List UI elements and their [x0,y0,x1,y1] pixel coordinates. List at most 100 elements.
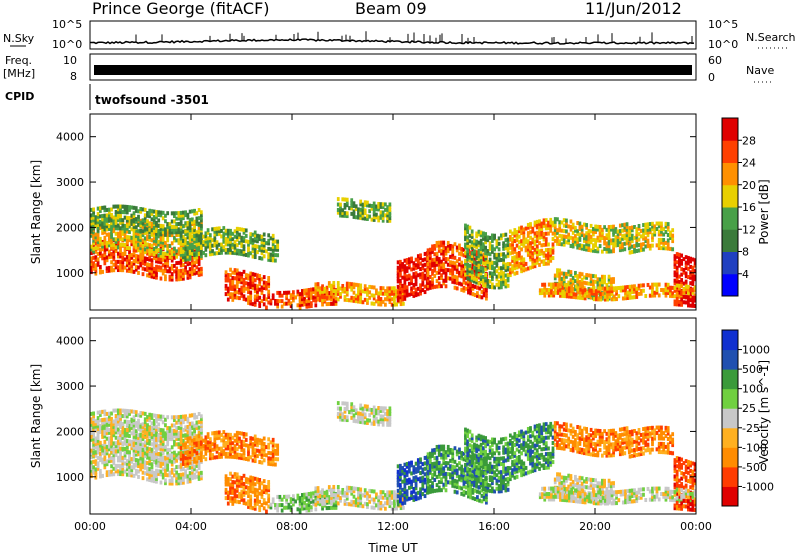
heatmap-cell [161,268,165,273]
heatmap-cell [562,237,566,242]
heatmap-cell [175,269,179,274]
heatmap-cell [691,290,695,295]
heatmap-cell [101,473,104,478]
heatmap-cell [556,268,559,273]
heatmap-cell [395,291,398,296]
heatmap-cell [159,430,163,435]
heatmap-cell [560,228,564,233]
heatmap-cell [191,255,194,260]
heatmap-cell [197,225,201,230]
heatmap-cell [159,229,163,234]
heatmap-cell [357,215,360,220]
heatmap-cell [468,266,472,271]
heatmap-cell [94,475,98,480]
heatmap-cell [191,269,194,274]
heatmap-cell [473,249,476,254]
heatmap-cell [466,238,470,243]
heatmap-cell [238,287,241,292]
heatmap-cell [442,281,446,286]
heatmap-cell [175,473,179,478]
heatmap-cell [437,267,441,272]
heatmap-cell [125,224,129,229]
heatmap-cell [152,217,156,222]
heatmap-cell [166,222,170,227]
heatmap-cell [175,271,179,276]
heatmap-cell [407,257,411,262]
heatmap-cell [159,436,163,441]
heatmap-cell [522,268,526,273]
heatmap-cell [188,226,192,231]
heatmap-cell [416,256,420,261]
heatmap-cell [687,275,690,280]
heatmap-cell [596,277,600,282]
heatmap-cell [141,218,145,223]
heatmap-cell [460,268,464,273]
heatmap-cell [477,256,481,261]
heatmap-cell [403,266,407,271]
heatmap-cell [453,285,457,290]
y-tick-label: 3000 [56,176,84,189]
heatmap-cell [414,271,418,276]
heatmap-cell [179,464,183,469]
heatmap-cell [139,223,143,228]
heatmap-cell [386,207,390,212]
heatmap-cell [90,422,93,427]
heatmap-cell [673,265,677,270]
heatmap-cell [471,248,475,253]
heatmap-cell [148,243,152,248]
heatmap-cell [182,449,185,454]
heatmap-cell [134,254,138,259]
heatmap-cell [130,417,134,422]
heatmap-cell [379,204,383,209]
heatmap-cell [502,279,505,284]
heatmap-cell [473,238,476,243]
heatmap-cell [410,267,413,272]
heatmap-cell [357,296,360,301]
heatmap-cell [479,246,483,251]
heatmap-cell [128,266,131,271]
heatmap-cell [607,235,611,240]
heatmap-cell [520,239,523,244]
heatmap-cell [121,469,125,474]
heatmap-cell [107,218,111,223]
heatmap-cell [678,294,681,299]
heatmap-cell [278,299,282,304]
heatmap-cell [330,294,333,299]
heatmap-cell [513,255,517,260]
heatmap-cell [480,284,484,289]
heatmap-cell [96,206,100,211]
heatmap-cell [125,268,129,273]
heatmap-cell [455,248,459,253]
heatmap-cell [148,214,152,219]
heatmap-cell [515,254,519,259]
heatmap-cell [92,465,95,470]
heatmap-cell [691,268,695,273]
heatmap-cell [155,242,158,247]
heatmap-cell [372,204,376,209]
heatmap-cell [458,251,461,256]
heatmap-cell [130,242,134,247]
heatmap-cell [482,245,485,250]
heatmap-cell [137,413,140,418]
heatmap-cell [253,283,257,288]
heatmap-cell [693,295,697,300]
heatmap-cell [547,290,551,295]
heatmap-cell [653,227,657,232]
heatmap-cell [175,475,179,480]
heatmap-cell [531,253,535,258]
heatmap-cell [222,441,226,446]
heatmap-cell [393,297,396,302]
heatmap-cell [233,245,237,250]
heatmap-cell [96,446,100,451]
heatmap-cell [110,469,113,474]
heatmap-cell [470,232,474,237]
heatmap-cell [336,281,340,286]
heatmap-cell [229,267,232,272]
heatmap-cell [229,234,232,239]
heatmap-cell [137,260,140,265]
heatmap-cell [166,428,170,433]
heatmap-cell [473,260,476,265]
heatmap-cell [199,240,203,245]
heatmap-cell [90,261,93,266]
heatmap-cell [184,458,188,463]
